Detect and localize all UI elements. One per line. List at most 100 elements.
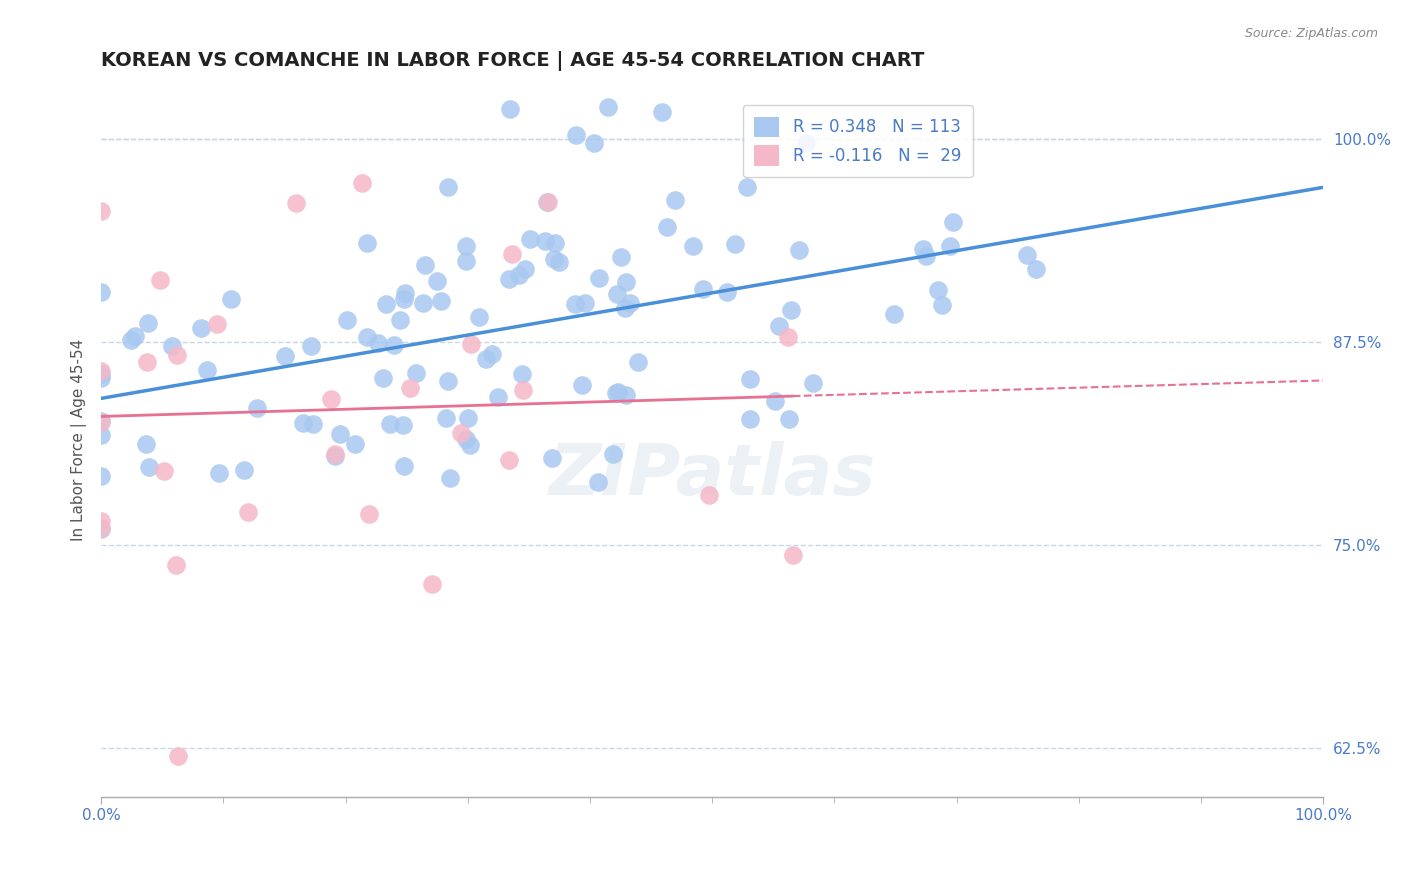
Point	[537, 194, 560, 209]
Point	[605, 385, 627, 400]
Point	[152, 464, 174, 478]
Point	[519, 232, 541, 246]
Point	[434, 411, 457, 425]
Point	[651, 105, 673, 120]
Point	[778, 412, 800, 426]
Point	[454, 432, 477, 446]
Point	[336, 313, 359, 327]
Point	[136, 317, 159, 331]
Point	[699, 488, 721, 502]
Point	[498, 453, 520, 467]
Point	[323, 447, 346, 461]
Point	[564, 297, 586, 311]
Point	[915, 249, 938, 263]
Point	[1015, 248, 1038, 262]
Point	[292, 416, 315, 430]
Y-axis label: In Labor Force | Age 45-54: In Labor Force | Age 45-54	[72, 338, 87, 541]
Point	[415, 258, 437, 272]
Point	[588, 271, 610, 285]
Point	[138, 459, 160, 474]
Point	[942, 215, 965, 229]
Point	[486, 390, 509, 404]
Point	[352, 176, 374, 190]
Point	[501, 247, 523, 261]
Point	[498, 102, 520, 116]
Point	[166, 749, 188, 764]
Point	[90, 415, 112, 429]
Point	[392, 293, 415, 307]
Point	[574, 295, 596, 310]
Point	[301, 339, 323, 353]
Point	[801, 376, 824, 390]
Text: ZIPatlas: ZIPatlas	[548, 441, 876, 509]
Point	[391, 417, 413, 432]
Point	[682, 239, 704, 253]
Point	[208, 466, 231, 480]
Point	[606, 286, 628, 301]
Point	[458, 438, 481, 452]
Point	[135, 437, 157, 451]
Point	[582, 136, 605, 150]
Point	[536, 195, 558, 210]
Point	[329, 427, 352, 442]
Point	[399, 381, 422, 395]
Point	[165, 558, 187, 573]
Point	[457, 411, 479, 425]
Point	[160, 339, 183, 353]
Point	[389, 313, 412, 327]
Point	[437, 374, 460, 388]
Text: KOREAN VS COMANCHE IN LABOR FORCE | AGE 45-54 CORRELATION CHART: KOREAN VS COMANCHE IN LABOR FORCE | AGE …	[101, 51, 925, 70]
Point	[586, 475, 609, 490]
Point	[90, 415, 112, 429]
Point	[233, 463, 256, 477]
Point	[426, 274, 449, 288]
Point	[394, 286, 416, 301]
Point	[515, 262, 537, 277]
Point	[205, 317, 228, 331]
Point	[124, 329, 146, 343]
Point	[607, 384, 630, 399]
Point	[356, 330, 378, 344]
Point	[614, 276, 637, 290]
Point	[90, 367, 112, 381]
Point	[738, 372, 761, 386]
Point	[302, 417, 325, 431]
Point	[468, 310, 491, 324]
Point	[450, 425, 472, 440]
Point	[430, 294, 453, 309]
Point	[571, 377, 593, 392]
Point	[371, 371, 394, 385]
Point	[90, 428, 112, 442]
Point	[724, 236, 747, 251]
Point	[692, 282, 714, 296]
Point	[738, 412, 761, 426]
Point	[221, 292, 243, 306]
Point	[394, 458, 416, 473]
Point	[367, 336, 389, 351]
Point	[931, 298, 953, 312]
Point	[236, 505, 259, 519]
Point	[474, 351, 496, 366]
Point	[90, 364, 112, 378]
Point	[325, 449, 347, 463]
Point	[149, 273, 172, 287]
Point	[357, 507, 380, 521]
Point	[454, 254, 477, 268]
Point	[135, 355, 157, 369]
Point	[195, 363, 218, 377]
Point	[90, 469, 112, 483]
Point	[90, 285, 112, 299]
Point	[927, 283, 949, 297]
Text: Source: ZipAtlas.com: Source: ZipAtlas.com	[1244, 27, 1378, 40]
Point	[190, 321, 212, 335]
Point	[460, 336, 482, 351]
Point	[344, 436, 367, 450]
Point	[405, 367, 427, 381]
Point	[534, 234, 557, 248]
Point	[737, 180, 759, 194]
Point	[664, 193, 686, 207]
Point	[602, 447, 624, 461]
Point	[547, 255, 569, 269]
Point	[510, 368, 533, 382]
Point	[356, 236, 378, 251]
